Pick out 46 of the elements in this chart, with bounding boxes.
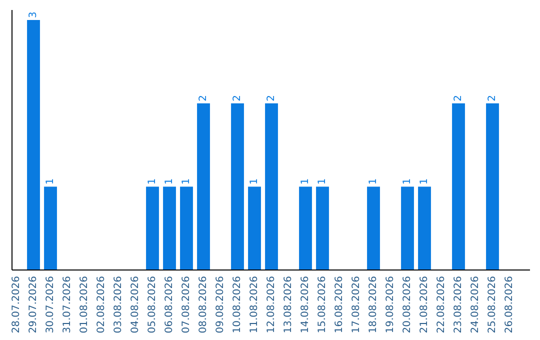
x-tick-label: 16.08.2026	[334, 276, 345, 334]
x-tick-label: 18.08.2026	[368, 276, 379, 334]
x-tick-label: 23.08.2026	[453, 276, 464, 334]
x-tick-label: 06.08.2026	[164, 276, 175, 334]
data-label: 1	[300, 178, 311, 185]
x-tick-label: 17.08.2026	[351, 276, 362, 334]
data-label: 1	[317, 178, 328, 185]
x-tick-label: 26.08.2026	[504, 276, 515, 334]
data-label: 1	[368, 178, 379, 185]
data-label: 1	[164, 178, 175, 185]
x-tick-label: 11.08.2026	[249, 276, 260, 334]
data-label: 3	[28, 12, 39, 18]
x-tick-label: 19.08.2026	[385, 276, 396, 334]
x-tick-label: 24.08.2026	[470, 276, 481, 334]
x-tick-label: 25.08.2026	[487, 276, 498, 334]
data-label: 1	[181, 178, 192, 185]
x-tick-label: 02.08.2026	[96, 276, 107, 334]
data-label: 2	[453, 94, 464, 102]
x-tick-label: 03.08.2026	[113, 276, 124, 334]
x-tick-label: 07.08.2026	[181, 276, 192, 334]
data-label: 2	[266, 94, 277, 102]
x-tick-label: 21.08.2026	[419, 276, 430, 334]
data-label: 1	[147, 178, 158, 185]
data-label: 2	[198, 94, 209, 102]
x-tick-label: 30.07.2026	[45, 276, 56, 334]
data-label: 1	[419, 178, 430, 185]
data-label: 1	[45, 178, 56, 185]
x-tick-label: 09.08.2026	[215, 276, 226, 334]
x-tick-label: 13.08.2026	[283, 276, 294, 334]
x-tick-label: 05.08.2026	[147, 276, 158, 334]
data-label: 2	[487, 94, 498, 102]
x-tick-label: 31.07.2026	[62, 276, 73, 334]
x-tick-label: 01.08.2026	[79, 276, 90, 334]
x-tick-label: 08.08.2026	[198, 276, 209, 334]
x-tick-label: 29.07.2026	[28, 276, 39, 334]
x-tick-label: 10.08.2026	[232, 276, 243, 334]
data-label: 1	[402, 178, 413, 185]
x-tick-label: 22.08.2026	[436, 276, 447, 334]
x-tick-label: 15.08.2026	[317, 276, 328, 334]
x-tick-label: 12.08.2026	[266, 276, 277, 334]
data-label: 1	[249, 178, 260, 185]
x-tick-label: 14.08.2026	[300, 276, 311, 334]
x-tick-label: 28.07.2026	[11, 276, 22, 334]
x-tick-label: 20.08.2026	[402, 276, 413, 334]
data-label: 2	[232, 94, 243, 102]
x-tick-label: 04.08.2026	[130, 276, 141, 334]
